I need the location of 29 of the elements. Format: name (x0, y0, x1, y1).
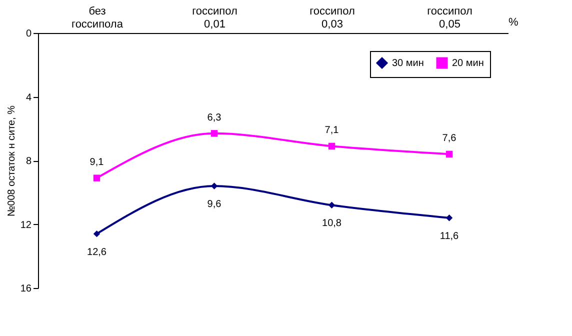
x-axis-title: % (508, 16, 518, 28)
data-label: 11,6 (440, 230, 460, 242)
legend-label: 30 мин (392, 58, 424, 69)
x-tick-label: госсипол 0,05 (427, 6, 472, 30)
point (210, 130, 218, 137)
point (328, 202, 336, 208)
point (93, 174, 100, 182)
y-tick-label: 0 (26, 28, 32, 40)
data-label: 9,1 (90, 157, 104, 168)
x-tick-label: госсипол 0,03 (310, 6, 355, 30)
data-label: 7,1 (324, 125, 340, 136)
data-label: 12,6 (87, 246, 107, 258)
x-tick-label: без госсипола (72, 6, 124, 30)
y-tick-label: 16 (20, 284, 32, 294)
legend-label: 20 мин (452, 58, 484, 69)
y-tick-label: 4 (26, 92, 32, 104)
point (446, 150, 453, 158)
data-label: 6,3 (207, 112, 222, 124)
y-tick-label: 8 (26, 156, 32, 167)
point (446, 214, 453, 222)
data-label: 9,6 (207, 199, 222, 210)
y-axis-title: №008 остаток н сите, % (6, 105, 18, 217)
data-label: 7,6 (442, 133, 457, 144)
point (93, 230, 100, 238)
point (328, 142, 336, 150)
data-label: 10,8 (322, 218, 342, 230)
x-tick-label: госсипол 0,01 (192, 6, 238, 30)
y-tick-label: 12 (20, 220, 32, 231)
point (210, 182, 218, 190)
